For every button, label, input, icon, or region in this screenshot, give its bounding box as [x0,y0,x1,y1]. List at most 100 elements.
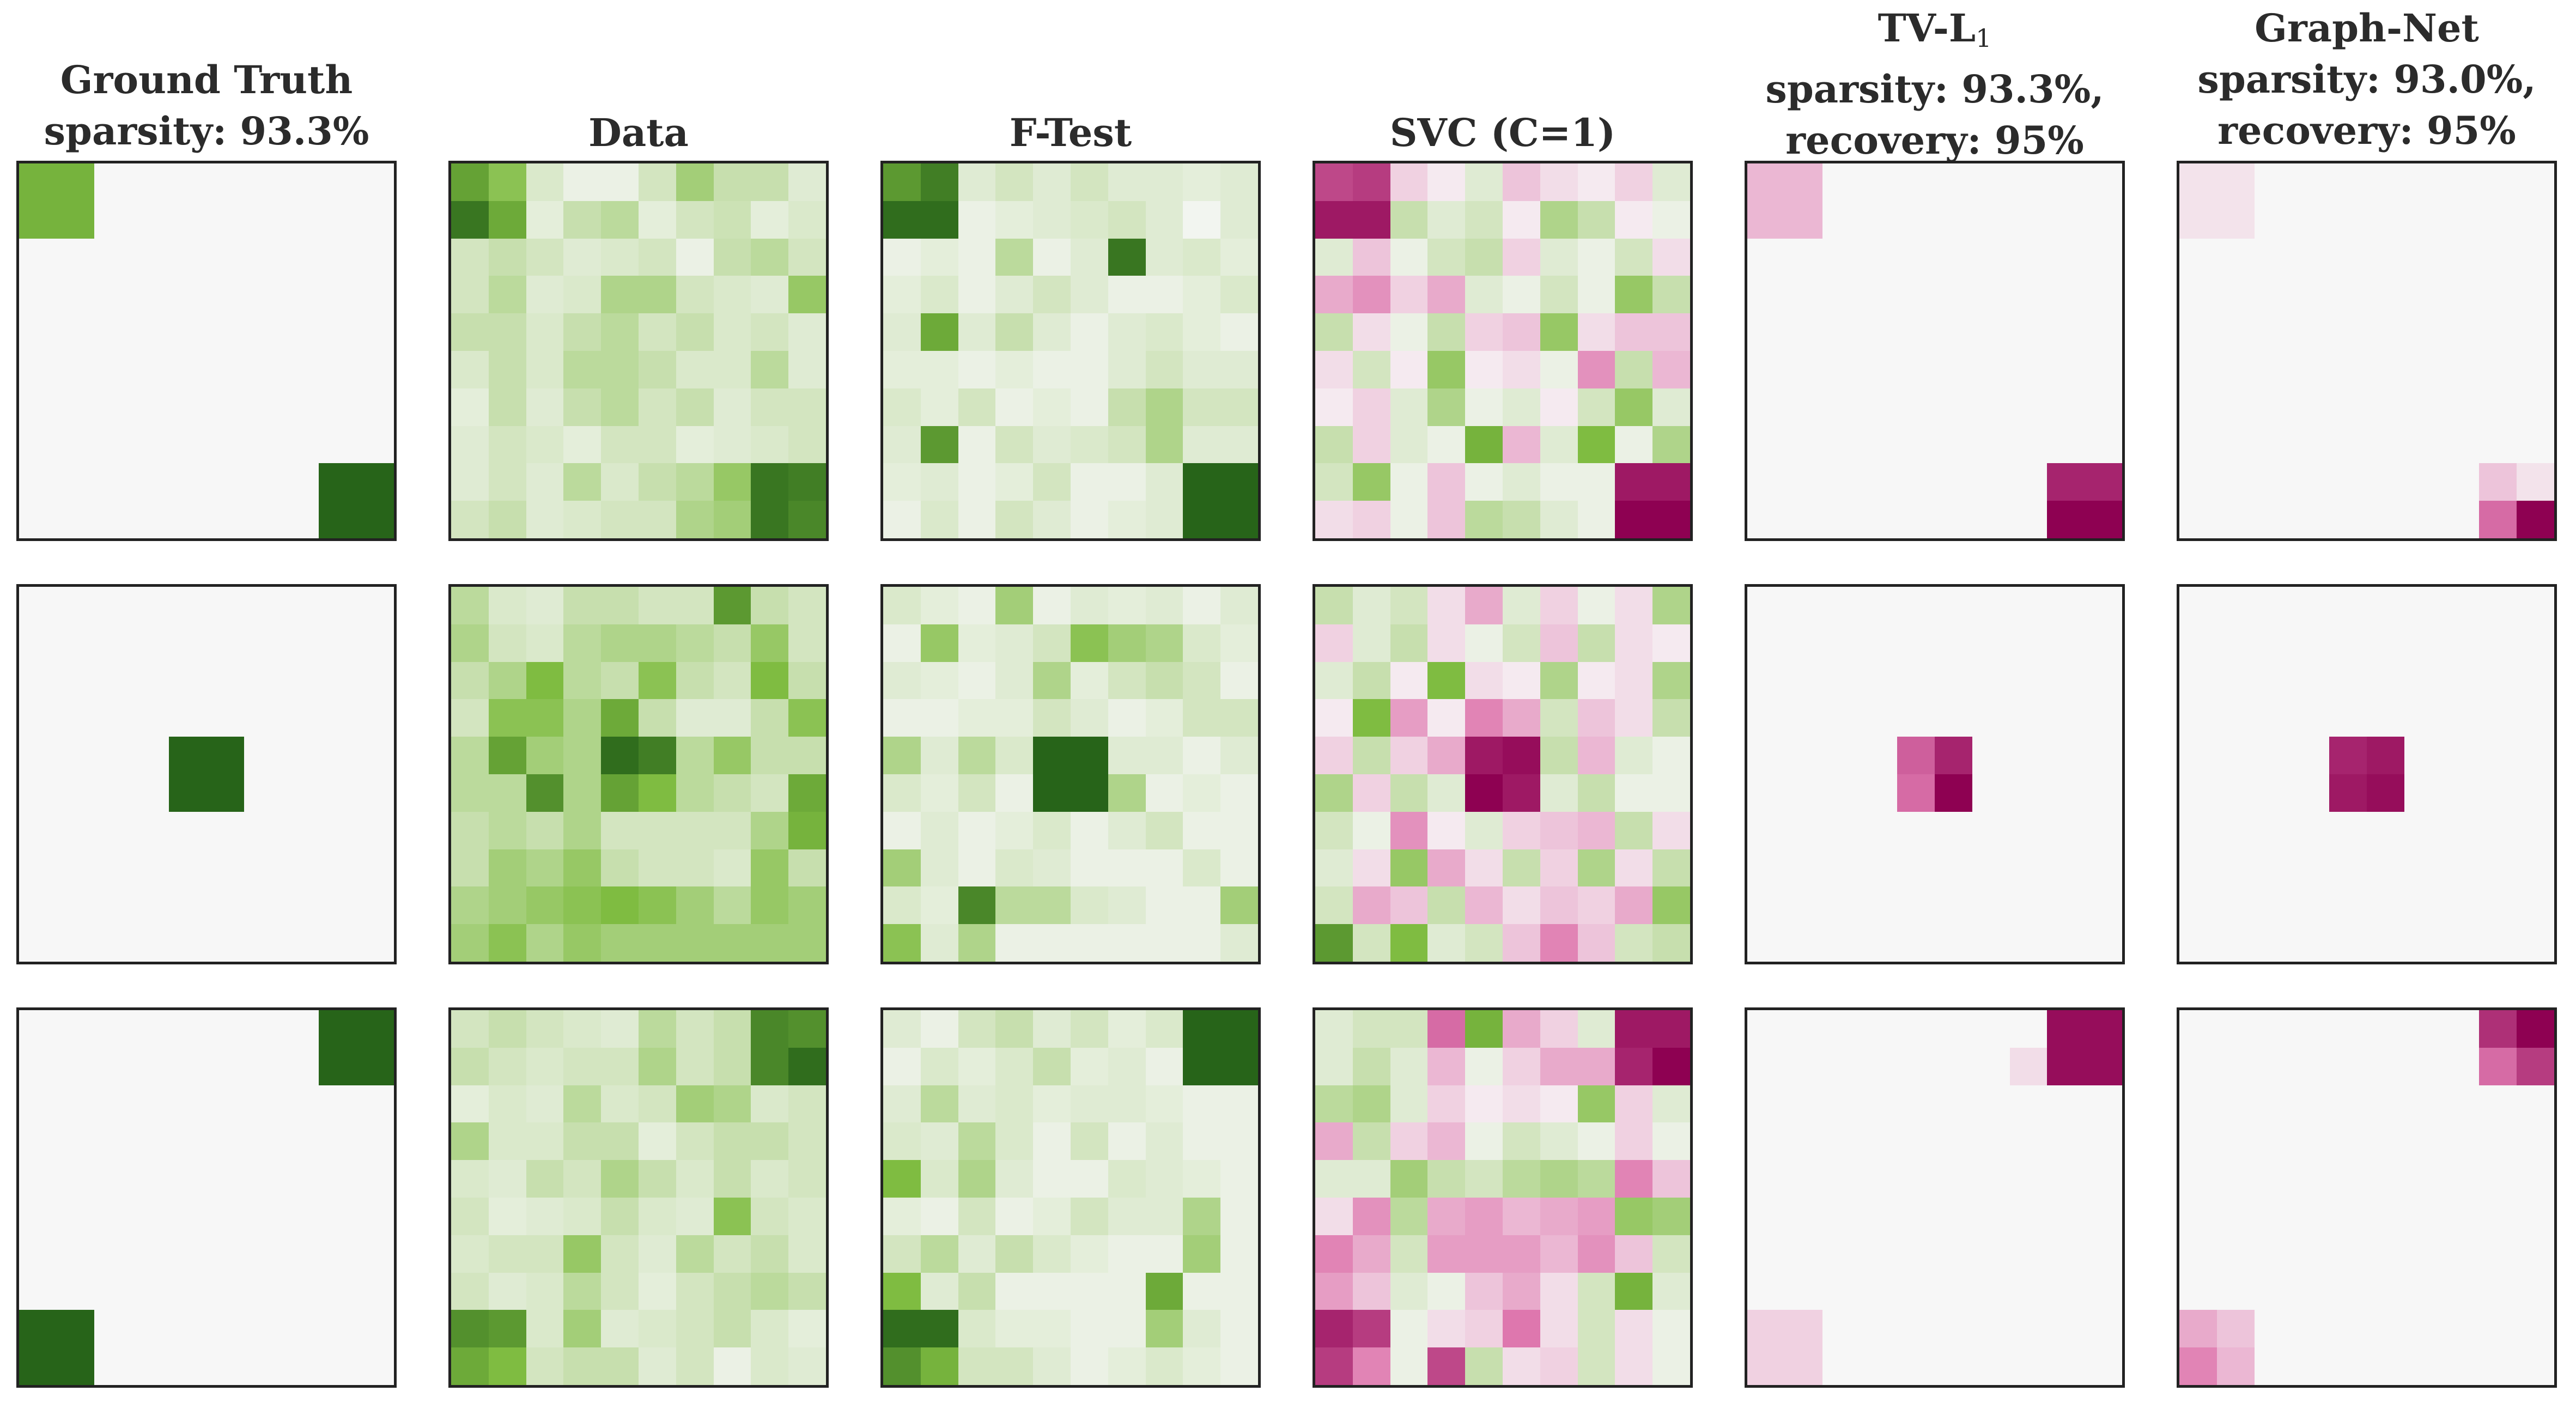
heatmap-cell [1033,924,1071,962]
heatmap-cell [1220,1160,1258,1198]
heatmap-cell [1652,924,1690,962]
heatmap-cell [639,1160,676,1198]
graph-net-title-line-3: recovery: 95% [2217,108,2516,153]
heatmap-cell [1033,1198,1071,1235]
heatmap-cell [1145,1085,1183,1123]
heatmap-cell [1220,1347,1258,1385]
heatmap-cell [1897,1160,1935,1198]
heatmap-cell [1183,849,1221,887]
heatmap-cell [751,463,789,501]
heatmap-cell [526,886,564,925]
heatmap-cell [1897,1010,1935,1048]
heatmap-cell [56,201,94,239]
heatmap-cell [1465,1122,1503,1161]
heatmap-cell [2367,1347,2404,1385]
heatmap-cell [1897,811,1935,849]
heatmap-cell [1860,849,1898,887]
heatmap-cell [883,1347,921,1385]
heatmap-cell [2085,774,2122,812]
heatmap-cell [1503,774,1540,812]
heatmap-cell [2479,886,2517,925]
heatmap-cell [2085,1047,2122,1085]
heatmap-cell [1183,661,1221,700]
heatmap-cell [1390,1347,1428,1385]
heatmap-cell [995,924,1034,962]
heatmap-cell [131,924,169,962]
heatmap-cell [131,661,169,700]
heatmap-cell [2179,388,2217,426]
heatmap-cell [131,886,169,925]
heatmap-cell [563,1198,602,1235]
heatmap-cell [920,426,958,464]
heatmap-cell [1972,1235,2010,1273]
heatmap-cell [94,1235,132,1273]
heatmap-cell [526,1310,564,1348]
heatmap-cell [526,201,564,239]
heatmap-cell [2216,426,2255,464]
heatmap-cell [1503,1122,1540,1161]
heatmap-cell [1220,351,1258,388]
heatmap-cell [2292,1160,2330,1198]
heatmap-cell [56,163,94,201]
heatmap-cell [1897,1085,1935,1123]
heatmap-cell [995,811,1034,849]
heatmap-cell [2254,388,2292,426]
heatmap-cell [1033,587,1071,624]
heatmap-cell [1108,351,1146,388]
heatmap-cell [2404,1198,2442,1235]
heatmap-cell [56,463,94,501]
heatmap-cell [1071,1347,1108,1385]
heatmap-cell [713,238,751,276]
heatmap-cell [2479,388,2517,426]
heatmap-cell [601,849,639,887]
heatmap-cell [2367,163,2404,201]
heatmap-cell [19,886,57,925]
heatmap-cell [563,351,602,388]
heatmap-cell [1183,388,1221,426]
heatmap-cell [958,1272,996,1310]
heatmap-cell [2216,737,2255,774]
heatmap-cell [1747,351,1785,388]
heatmap-cell [2254,501,2292,538]
heatmap-cell [883,426,921,464]
heatmap-cell [2254,238,2292,276]
heatmap-cell [451,737,489,774]
heatmap-cell [1577,201,1615,239]
heatmap-cell [2085,1347,2122,1385]
heatmap-cell [488,1310,526,1348]
heatmap-cell [2047,1047,2085,1085]
heatmap-cell [1390,811,1428,849]
heatmap-cell [1972,501,2010,538]
heatmap-cell [451,811,489,849]
heatmap-cell [169,463,206,501]
heatmap-cell [1145,426,1183,464]
heatmap-cell [2329,201,2367,239]
heatmap-cell [1033,699,1071,737]
heatmap-cell [1577,1047,1615,1085]
heatmap-cell [1972,163,2010,201]
heatmap-cell [1183,737,1221,774]
heatmap-cell [1183,1122,1221,1161]
heatmap-cell [1352,1160,1390,1198]
heatmap-cell [995,1122,1034,1161]
heatmap-cell [1390,1160,1428,1198]
heatmap-cell [526,238,564,276]
heatmap-cell [2254,163,2292,201]
heatmap-cell [1822,201,1860,239]
heatmap-cell [601,1047,639,1085]
heatmap-cell [2254,774,2292,812]
heatmap-cell [2479,699,2517,737]
heatmap-cell [356,426,394,464]
heatmap-cell [1747,811,1785,849]
heatmap-cell [2179,624,2217,662]
heatmap-cell [131,1235,169,1273]
heatmap-cell [1033,463,1071,501]
heatmap-cell [2479,849,2517,887]
heatmap-cell [1935,737,1972,774]
heatmap-cell [601,886,639,925]
heatmap-cell [1615,587,1653,624]
heatmap-cell [1145,501,1183,538]
heatmap-cell [526,624,564,662]
heatmap-cell [244,924,282,962]
svc-title-line-1: SVC (C=1) [1389,110,1616,155]
